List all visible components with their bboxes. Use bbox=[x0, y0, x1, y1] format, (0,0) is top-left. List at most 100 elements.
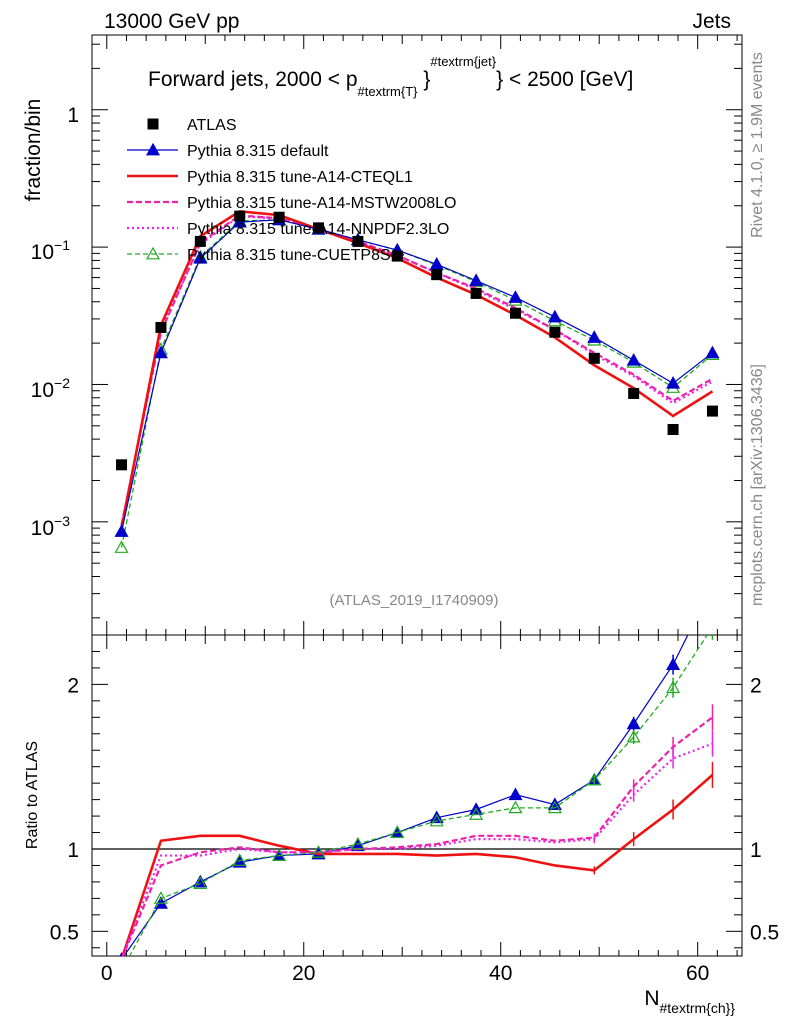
main-plot-title: Forward jets, 2000 < p#textrm{T} }#textr… bbox=[148, 54, 633, 99]
main-ytick-exp: −3 bbox=[54, 513, 70, 529]
point-data bbox=[194, 235, 206, 247]
point-default bbox=[705, 345, 720, 359]
main-ytick-label-0.1: 10−1 bbox=[31, 237, 71, 264]
point-data bbox=[667, 424, 679, 436]
xtick-label: 40 bbox=[489, 962, 512, 985]
point-default bbox=[666, 376, 681, 389]
ratio-point-cuetp bbox=[116, 965, 128, 976]
xtick-label: 0 bbox=[101, 962, 113, 985]
point-data bbox=[628, 387, 640, 399]
point-data bbox=[391, 250, 403, 262]
legend-label-cuetp: Pythia 8.315 tune-CUETP8S1 bbox=[187, 247, 400, 264]
ratio-point-cuetp bbox=[390, 825, 405, 838]
xlabel-post: } bbox=[730, 1000, 735, 1016]
title-closebrace-text: } bbox=[418, 68, 431, 91]
legend: ATLAS Pythia 8.315 default Pythia 8.315 tu… bbox=[127, 117, 456, 264]
ratio-point-cuetp bbox=[350, 836, 365, 850]
point-data bbox=[549, 326, 561, 338]
point-data bbox=[431, 269, 443, 281]
series-line-cteql1 bbox=[120, 210, 714, 529]
point-data bbox=[706, 405, 718, 417]
ratio-point-cuetp bbox=[193, 876, 208, 889]
main-ytick-exp: −2 bbox=[54, 375, 70, 391]
analysis-annotation: (ATLAS_2019_I1740909) bbox=[329, 592, 498, 609]
point-data bbox=[588, 352, 600, 364]
ratio-line-default bbox=[123, 635, 689, 956]
header-category-label: Jets bbox=[692, 10, 731, 33]
ratio-point-cuetp bbox=[706, 621, 718, 632]
ratio-point-default bbox=[626, 716, 641, 730]
ratio-point-default bbox=[350, 838, 365, 852]
ratio-point-default bbox=[706, 580, 718, 591]
point-data bbox=[470, 287, 482, 299]
xtick-label: 60 bbox=[686, 962, 709, 985]
ratio-point-cuetp bbox=[547, 800, 562, 814]
ratio-ytick-label-right: 2 bbox=[750, 674, 762, 697]
ratio-point-default bbox=[666, 657, 681, 671]
ratio-point-cuetp bbox=[666, 680, 681, 694]
point-data bbox=[313, 222, 325, 234]
ratio-line-cteql1 bbox=[121, 773, 714, 956]
point-default bbox=[429, 257, 444, 270]
legend-marker-default bbox=[145, 142, 161, 156]
ratio-point-cuetp bbox=[153, 891, 168, 904]
main-ytick-base: 10 bbox=[31, 517, 54, 540]
point-default bbox=[114, 524, 129, 537]
title-post-text: } < 2500 [GeV] bbox=[496, 68, 633, 91]
xaxis-label: N#textrm{ch}} bbox=[644, 987, 735, 1016]
point-data bbox=[352, 235, 364, 247]
ratio-point-cuetp bbox=[508, 800, 523, 814]
main-series-layer bbox=[114, 210, 720, 553]
legend-label-data: ATLAS bbox=[187, 117, 237, 134]
ratio-point-cuetp bbox=[626, 729, 641, 743]
ratio-ytick-label-left: 0.5 bbox=[50, 921, 79, 944]
xlabel-pre: N bbox=[644, 987, 659, 1010]
main-ylabel: fraction/bin bbox=[22, 99, 45, 202]
series-line-default bbox=[120, 219, 713, 532]
point-default bbox=[547, 309, 562, 323]
legend-label-mstw: Pythia 8.315 tune-A14-MSTW2008LO bbox=[187, 195, 456, 212]
point-default bbox=[626, 353, 641, 366]
title-superscript: #textrm{jet} bbox=[430, 54, 496, 69]
ratio-ytick-label-right: 0.5 bbox=[750, 921, 779, 944]
title-subscript: #textrm{T} bbox=[358, 84, 419, 99]
ratio-series-layer bbox=[116, 580, 718, 976]
point-data bbox=[155, 321, 167, 333]
header-energy-label: 13000 GeV pp bbox=[104, 10, 239, 33]
ratio-point-cuetp bbox=[232, 853, 247, 866]
main-ytick-base: 10 bbox=[31, 379, 54, 402]
main-ytick-label-0.01: 10−2 bbox=[31, 375, 71, 402]
point-default bbox=[587, 330, 602, 343]
point-default bbox=[153, 345, 168, 359]
ratio-point-default bbox=[508, 787, 523, 801]
ratio-ytick-label-left: 1 bbox=[67, 839, 79, 862]
point-cuetp bbox=[114, 540, 129, 553]
point-default bbox=[508, 290, 523, 303]
ratio-line-mstw bbox=[121, 716, 714, 956]
xlabel-subscript: #textrm{ch} bbox=[659, 1000, 730, 1016]
point-data bbox=[234, 210, 246, 222]
ratio-point-default bbox=[119, 952, 124, 956]
ratio-ytick-label-left: 2 bbox=[67, 674, 79, 697]
title-pre-text: Forward jets, 2000 < p bbox=[148, 68, 358, 91]
point-data bbox=[116, 459, 128, 471]
ratio-point-cuetp bbox=[311, 845, 326, 858]
point-data bbox=[509, 307, 521, 319]
source-label: mcplots.cern.ch [arXiv:1306.3436] bbox=[749, 364, 766, 606]
point-default bbox=[469, 273, 484, 287]
axes-ticks bbox=[92, 35, 742, 956]
ratio-ytick-label-right: 1 bbox=[750, 839, 762, 862]
point-data bbox=[273, 211, 285, 223]
ratio-point-cuetp bbox=[272, 848, 287, 861]
ratio-point-default bbox=[232, 854, 247, 868]
ratio-point-cuetp bbox=[587, 772, 602, 786]
ratio-ylabel: Ratio to ATLAS bbox=[24, 741, 41, 849]
ratio-point-cuetp bbox=[429, 813, 444, 827]
main-ytick-label-0.001: 10−3 bbox=[31, 513, 71, 540]
legend-marker-data bbox=[147, 118, 159, 130]
legend-label-default: Pythia 8.315 default bbox=[187, 143, 329, 160]
main-ytick-base: 10 bbox=[31, 241, 54, 264]
rivet-events-label: Rivet 4.1.0, ≥ 1.9M events bbox=[749, 52, 766, 238]
main-ytick-exp: −1 bbox=[54, 237, 70, 253]
